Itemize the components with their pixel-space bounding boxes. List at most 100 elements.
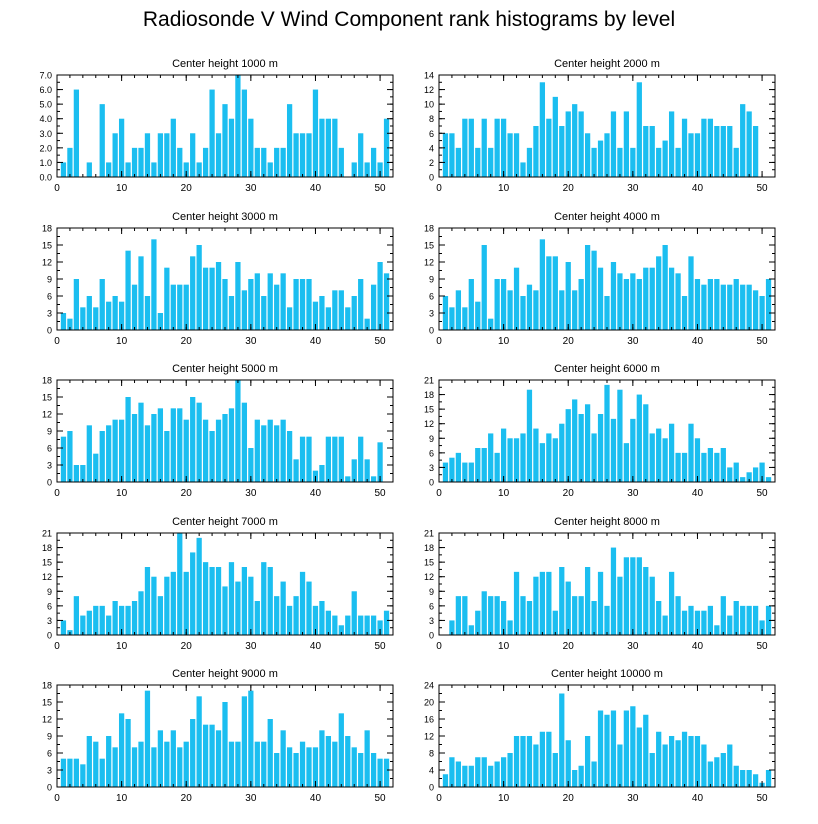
bar [138,256,144,330]
bar [740,605,746,635]
bar [106,162,112,177]
bar [80,465,86,482]
bar [468,118,474,177]
bar [623,557,630,635]
bar [325,610,332,635]
bar [254,419,260,482]
y-tick-label: 8 [429,114,434,124]
bar [254,601,260,635]
y-tick-label: 0 [47,478,52,488]
bar [151,162,157,177]
bar [358,615,364,635]
bar [649,126,655,177]
y-tick-label: 3 [429,463,434,473]
bar [552,256,558,330]
bar [707,118,714,177]
bar [494,761,500,787]
bar [649,433,655,482]
x-tick-label: 10 [498,488,510,499]
bar [740,770,746,787]
y-tick-label: 6 [47,444,52,454]
bar [688,256,694,330]
bar [591,433,597,482]
x-tick-label: 10 [116,488,128,499]
bar [144,296,151,330]
bar [338,713,344,787]
bar [494,279,500,330]
bar [591,761,597,787]
bar [546,256,552,330]
bar [481,118,487,177]
bar [261,741,267,787]
bar [164,267,170,330]
bar [740,284,746,330]
y-tick-label: 15 [424,241,434,251]
bar [468,765,474,787]
figure-title: Radiosonde V Wind Component rank histogr… [142,8,676,31]
y-tick-label: 12 [424,419,434,429]
bar [99,104,105,177]
bar [118,118,125,177]
bar [377,262,383,330]
y-tick-label: 6 [47,601,52,611]
bar [604,384,610,482]
bar [442,296,449,330]
bar [383,118,390,177]
bar [306,581,312,635]
y-tick-label: 8 [429,749,434,759]
y-tick-label: 4 [429,143,434,153]
bar [675,147,681,177]
bar [449,133,455,177]
x-tick-label: 0 [436,793,442,804]
bar [312,89,319,177]
bar [552,753,558,787]
y-tick-label: 9 [429,587,434,597]
bar [494,452,500,482]
panel: Center height 4000 m 0 3 6 9 12 15 18 0 10 20 30 40 5… [424,211,776,347]
bar [118,301,125,330]
bar [584,245,591,330]
y-tick-label: 4.0 [39,114,52,124]
bar [513,438,520,482]
bar [118,605,125,635]
x-tick-label: 30 [627,641,639,652]
bar [261,562,267,635]
x-tick-label: 50 [757,641,769,652]
bar [572,104,578,177]
bar [604,714,610,787]
y-tick-label: 18 [42,376,52,386]
bar [67,318,73,330]
x-tick-label: 0 [436,336,442,347]
panel-title: Center height 5000 m [172,363,278,375]
bar [572,770,578,787]
bar [694,133,701,177]
bar [533,290,539,330]
y-tick-label: 6.0 [39,85,52,95]
bar [623,279,630,330]
bar [513,267,520,330]
bar [280,147,286,177]
bar [694,438,701,482]
bar [177,147,183,177]
x-tick-label: 0 [436,488,442,499]
x-tick-label: 30 [245,793,257,804]
bar [746,111,752,177]
bar [462,596,468,635]
bar [228,741,235,787]
x-tick-label: 20 [181,488,193,499]
bar [377,162,383,177]
bar [157,408,164,482]
bar [752,467,759,482]
y-tick-label: 7.0 [39,71,52,81]
x-tick-label: 10 [116,336,128,347]
bar [183,419,189,482]
bar [332,615,338,635]
bar [584,133,591,177]
bar [481,757,487,787]
bar [286,307,293,330]
x-tick-label: 0 [436,641,442,652]
bar [559,290,565,330]
bar [552,438,558,482]
bar [280,730,286,787]
bar [520,162,526,177]
